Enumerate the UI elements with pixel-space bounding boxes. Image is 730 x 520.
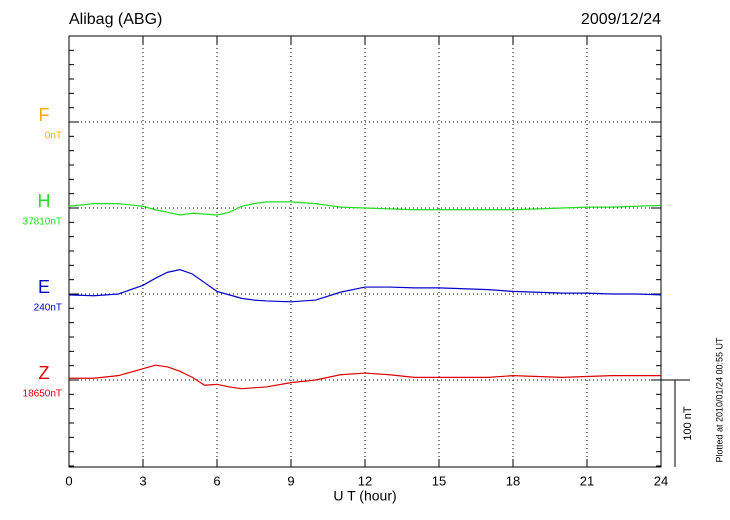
x-tick-label: 12 (358, 473, 372, 488)
x-tick-label: 24 (654, 473, 668, 488)
series-name: F (39, 105, 50, 125)
footnote: Plotted at 2010/01/24 00:55 UT (714, 337, 724, 463)
chart-date: 2009/12/24 (581, 11, 661, 28)
x-tick-label: 9 (287, 473, 294, 488)
x-tick-label: 21 (580, 473, 594, 488)
x-tick-label: 15 (432, 473, 446, 488)
series-name: E (38, 277, 50, 297)
series-line (68, 269, 662, 303)
series-line (69, 364, 661, 390)
series-baseline: 18650nT (23, 389, 62, 400)
x-axis-label: U T (hour) (333, 488, 396, 504)
x-tick-label: 18 (506, 473, 520, 488)
series-name: Z (39, 363, 50, 383)
chart-title: Alibag (ABG) (69, 11, 162, 28)
x-tick-label: 6 (213, 473, 220, 488)
series-baseline: 37810nT (23, 217, 62, 228)
x-tick-label: 0 (65, 473, 72, 488)
series-line (68, 201, 662, 216)
x-tick-label: 3 (139, 473, 146, 488)
scale-bar-label: 100 nT (682, 406, 694, 441)
series-baseline: 240nT (34, 303, 62, 314)
series-name: H (38, 191, 51, 211)
series-baseline: 0nT (45, 131, 62, 142)
